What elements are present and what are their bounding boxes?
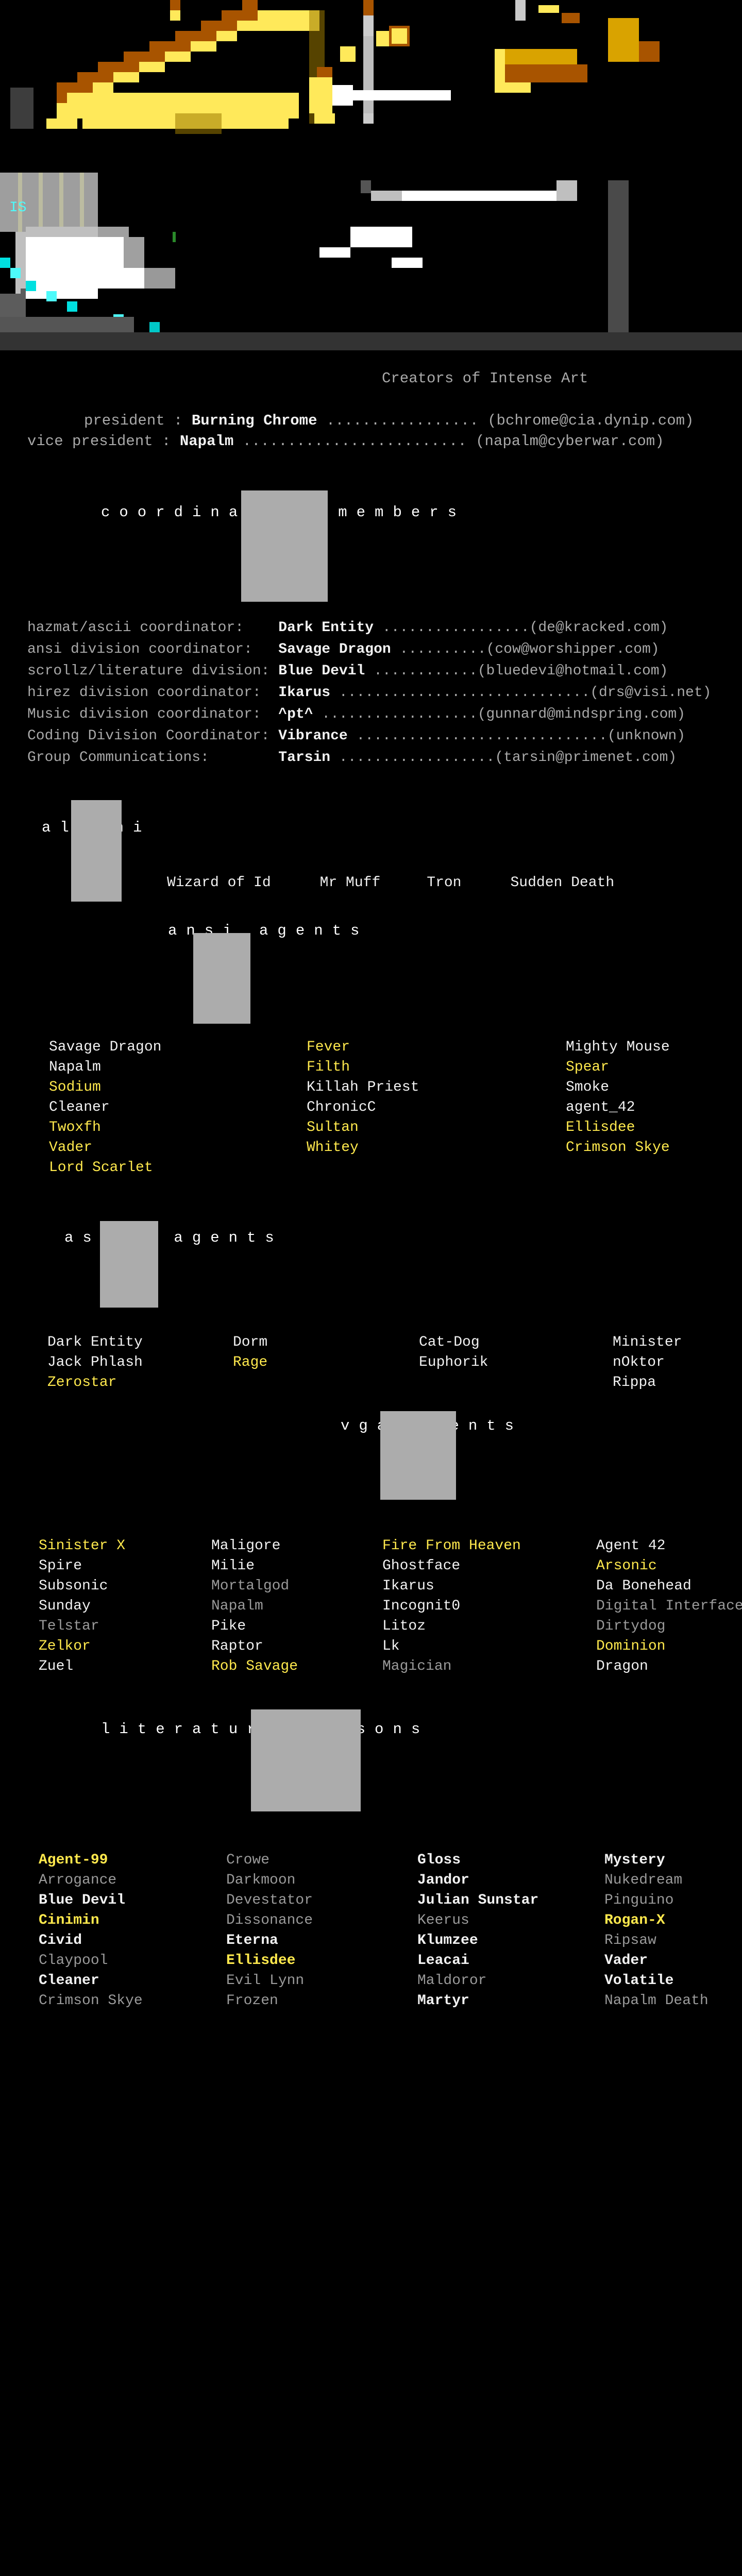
svg-text:IS: IS <box>9 200 27 216</box>
